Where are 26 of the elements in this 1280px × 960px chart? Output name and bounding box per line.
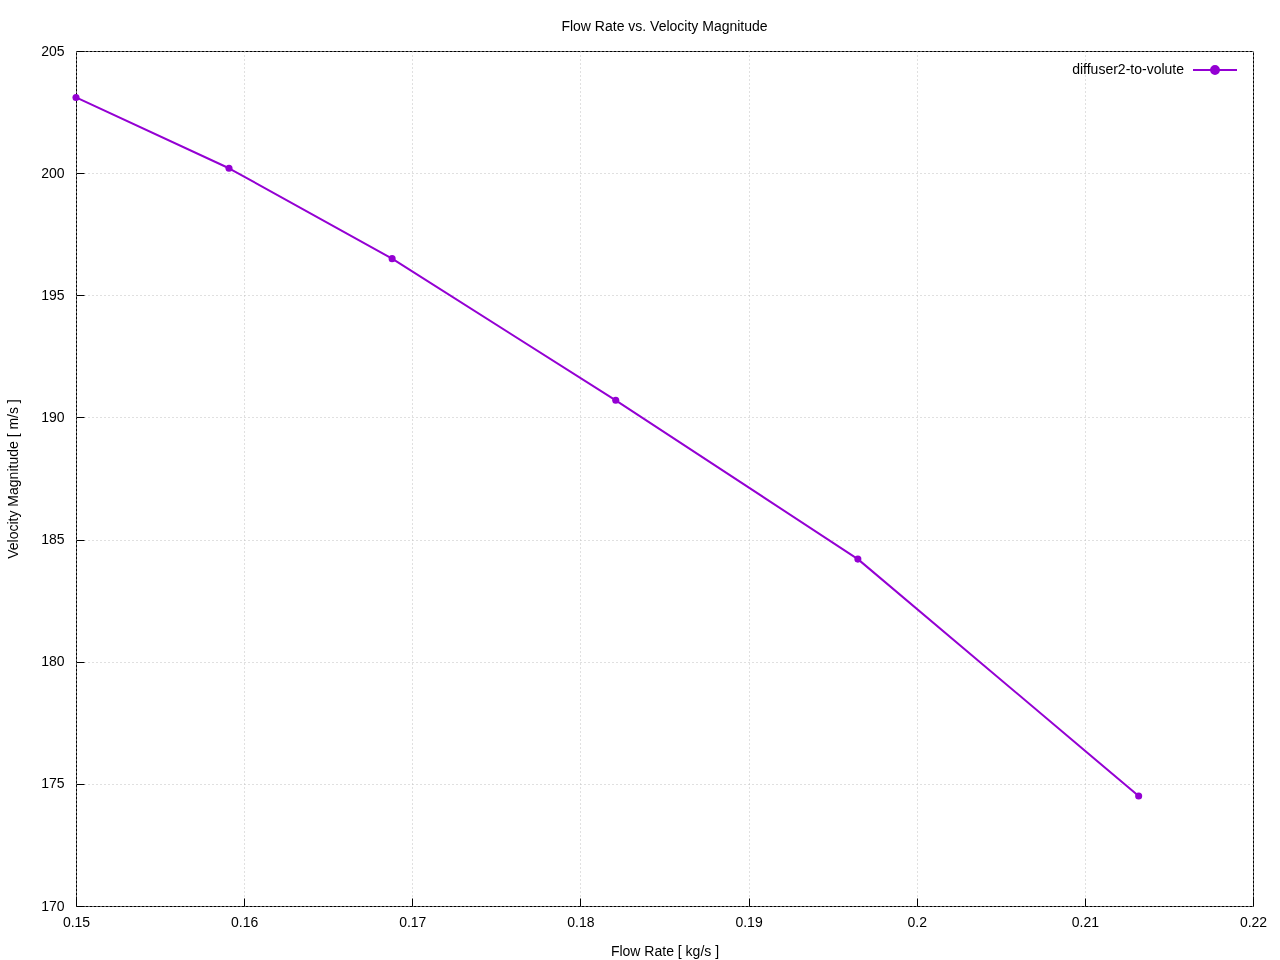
x-tick-label: 0.18: [567, 913, 595, 930]
x-tick-label: 0.15: [62, 913, 91, 930]
point: [72, 93, 80, 101]
x-tick-label: 0.19: [735, 913, 763, 930]
chart-title: Flow Rate vs. Velocity Magnitude: [561, 18, 768, 34]
x-tick-label: 0.2: [907, 913, 928, 930]
y-axis-title: Velocity Magnitude [ m/s ]: [5, 399, 22, 559]
y-tick-label: 205: [41, 42, 65, 59]
y-tick-label: 190: [41, 408, 65, 425]
x-tick-label: 0.21: [1071, 913, 1100, 930]
y-tick-label: 175: [41, 775, 65, 792]
point: [225, 164, 233, 172]
y-tick-label: 170: [41, 897, 65, 914]
y-tick-label: 180: [41, 653, 65, 670]
y-tick-label: 195: [41, 286, 65, 303]
x-tick-label: 0.17: [399, 913, 427, 930]
x-tick-label: 0.16: [231, 913, 259, 930]
point: [854, 555, 862, 563]
point: [1135, 792, 1143, 800]
y-tick-label: 200: [41, 164, 65, 181]
legend-label: diffuser2-to-volute: [1072, 61, 1185, 77]
point: [612, 396, 620, 404]
point: [388, 255, 396, 263]
y-tick-label: 185: [41, 531, 65, 548]
x-tick-label: 0.22: [1239, 913, 1268, 930]
x-axis-title: Flow Rate [ kg/s ]: [610, 942, 720, 959]
